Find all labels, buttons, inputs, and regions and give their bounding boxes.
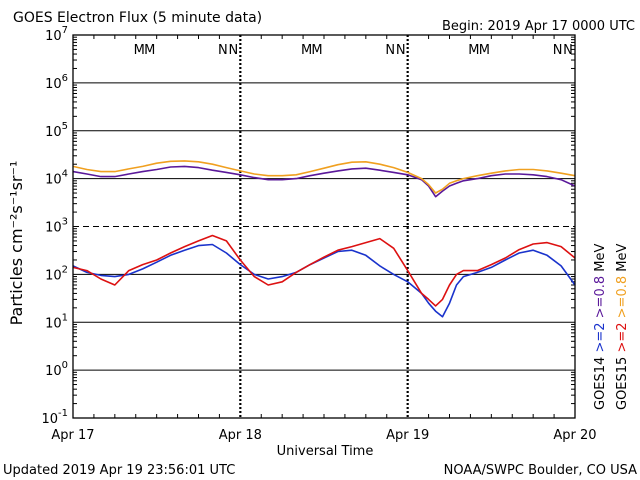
grid-layer [73,35,575,418]
y-axis-label: Particles cm⁻²s⁻¹sr⁻¹ [7,161,26,326]
y-tick-label: 105 [45,121,68,140]
y-tick-label: 100 [45,360,68,379]
y-tick-label: 102 [45,264,68,283]
mn-marker: N [218,43,228,58]
y-tick-label: 106 [45,73,68,92]
series-layer [72,160,576,318]
legend: GOES14 >=2 >=0.8 MeV GOES15 >=2 >=0.8 MeV [593,244,630,410]
mn-marker: M [479,43,490,58]
updated-text: Updated 2019 Apr 19 23:56:01 UTC [3,463,235,478]
series-line [72,243,576,318]
begin-date: Begin: 2019 Apr 17 0000 UTC [442,19,635,34]
mn-marker: M [311,43,322,58]
plot-frame [72,34,576,419]
mn-marker: N [563,43,573,58]
legend-row: GOES15 >=2 >=0.8 MeV [615,244,630,410]
legend-row: GOES14 >=2 >=0.8 MeV [593,244,608,410]
mn-marker: M [301,43,312,58]
mn-marker: M [468,43,479,58]
x-tick-label: Apr 19 [386,428,429,443]
y-tick-labels: 10-1 100 101 102 103 104 105 106 107 [41,25,68,427]
chart-title: GOES Electron Flux (5 minute data) [13,10,262,26]
y-tick-label: 103 [45,217,68,236]
series-line [72,234,576,307]
series-line [72,160,576,194]
credit-text: NOAA/SWPC Boulder, CO USA [444,463,637,478]
x-tick-label: Apr 17 [51,428,94,443]
mn-marker: M [144,43,155,58]
x-tick-label: Apr 18 [219,428,262,443]
x-tick-label: Apr 20 [553,428,596,443]
y-tick-label: 107 [45,25,68,44]
mn-marker: N [385,43,395,58]
y-tick-label: 10-1 [41,408,68,427]
mn-marker: N [396,43,406,58]
mn-marker: N [553,43,563,58]
series-line [72,165,576,198]
mn-marker: N [228,43,238,58]
x-axis-label: Universal Time [277,444,374,459]
y-tick-label: 104 [45,169,68,188]
x-tick-labels: Apr 17 Apr 18 Apr 19 Apr 20 [51,428,596,443]
y-tick-label: 101 [45,312,68,331]
mn-marker: M [134,43,145,58]
